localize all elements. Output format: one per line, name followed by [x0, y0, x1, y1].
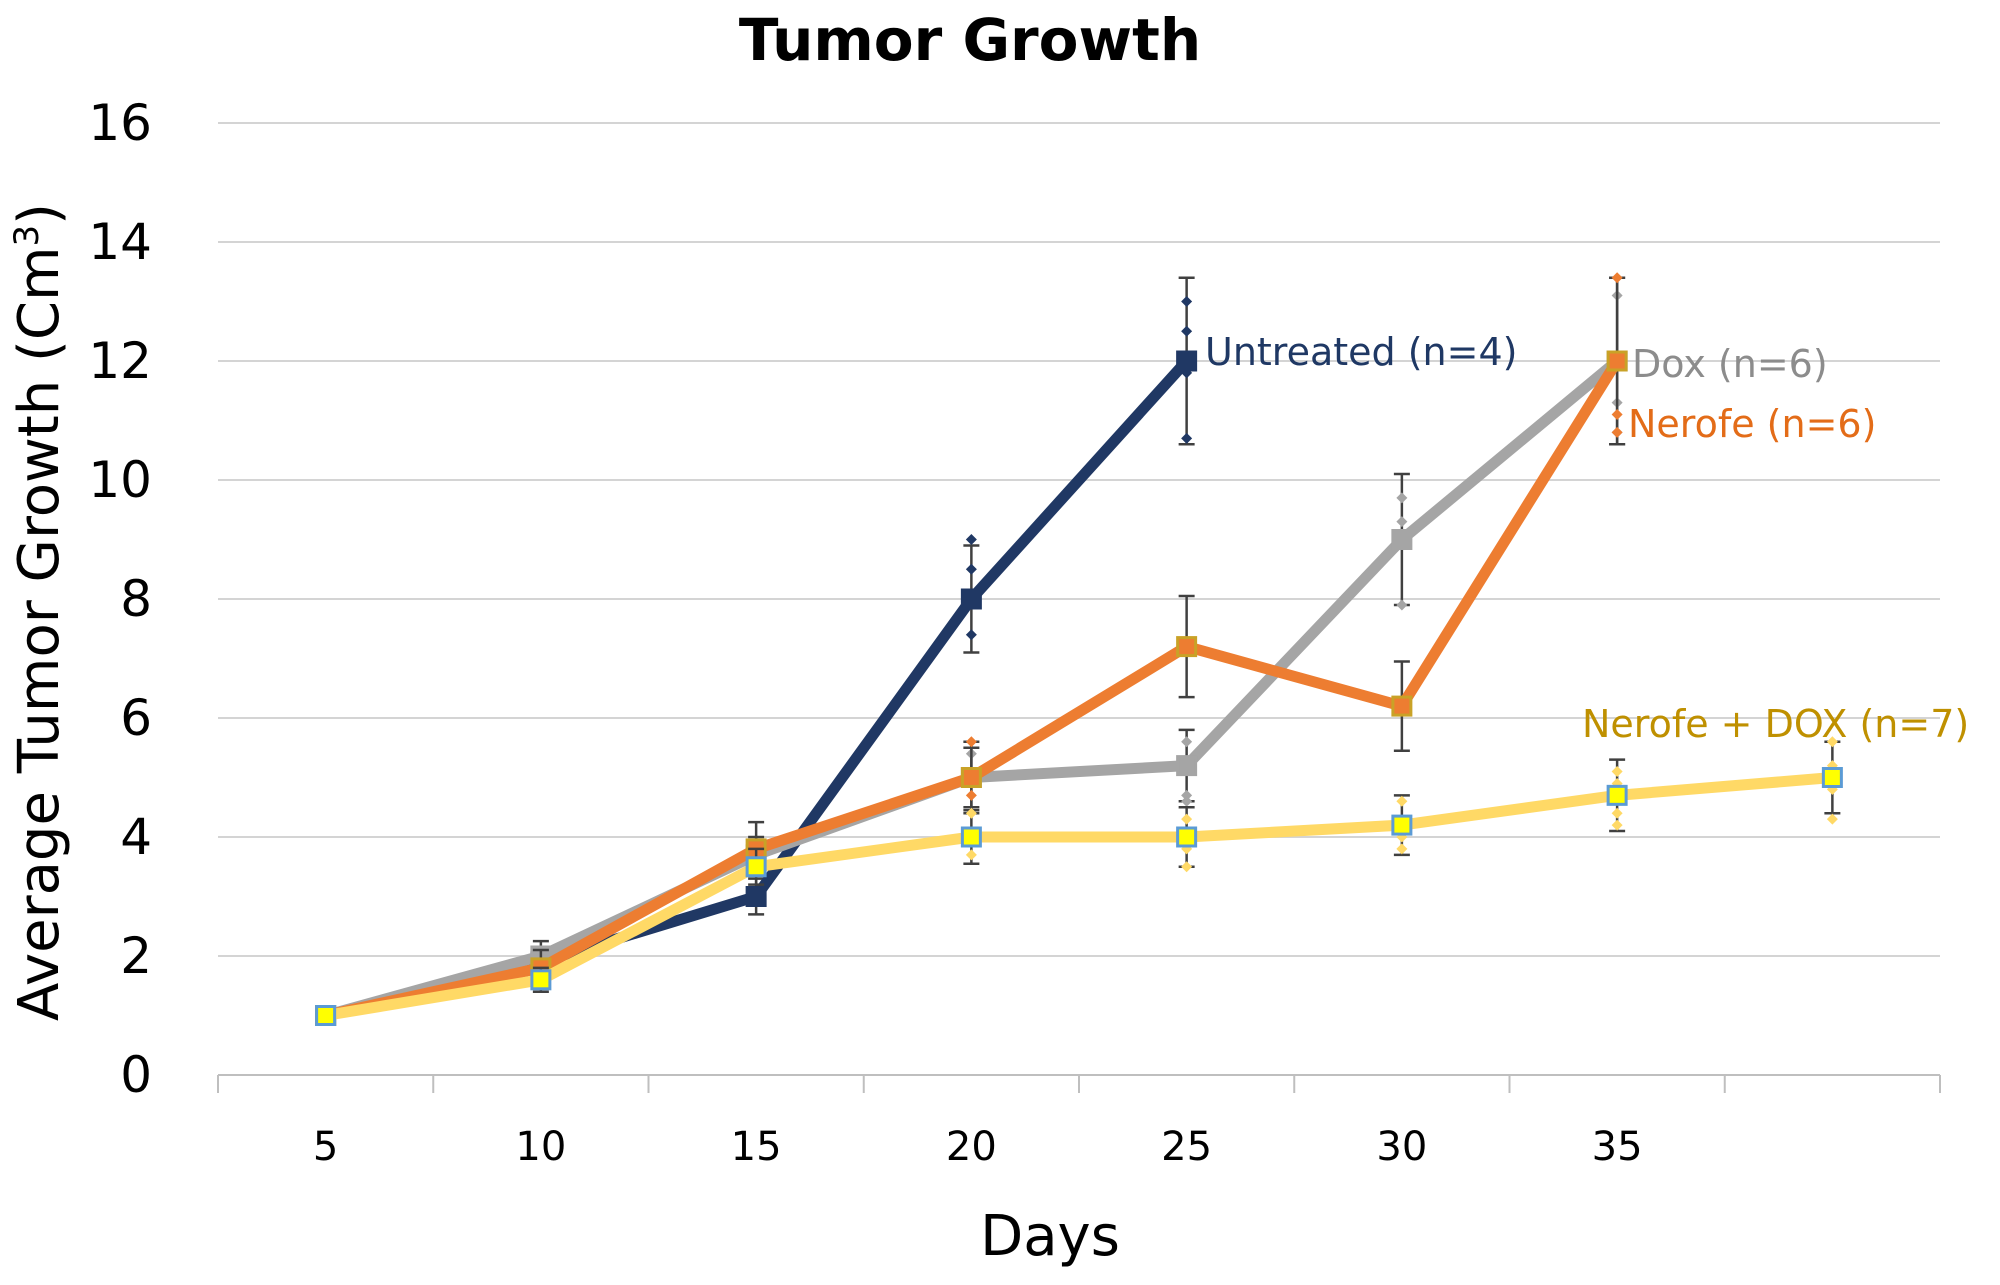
gridlines [218, 122, 1940, 957]
series-label: Nerofe + DOX (n=7) [1582, 702, 1969, 746]
data-point-marker [960, 826, 982, 848]
data-point-individual [1396, 599, 1408, 611]
data-point-individual [1181, 861, 1193, 873]
data-point-individual [1396, 516, 1408, 528]
series-line [320, 355, 1623, 1021]
data-point-individual [1396, 492, 1408, 504]
series-0 [315, 276, 1198, 1026]
x-axis-ticks: 5 10 15 20 25 30 35 [313, 1124, 1643, 1170]
data-point-individual [1611, 819, 1623, 831]
data-point-individual [1611, 766, 1623, 778]
data-point-individual [965, 563, 977, 575]
data-point-marker [745, 856, 767, 878]
y-axis-ticks: 0 2 4 6 8 10 12 14 16 [88, 94, 152, 1104]
data-point-individual [1181, 813, 1193, 825]
x-tick-label: 25 [1161, 1124, 1212, 1170]
series-labels: Untreated (n=4) Dox (n=6) Nerofe (n=6) Nero… [1205, 330, 1969, 746]
data-point-marker [1176, 350, 1198, 372]
y-tick-label: 16 [88, 94, 152, 152]
data-point-marker [1391, 695, 1413, 717]
data-point-marker [1606, 784, 1628, 806]
data-point-marker [530, 969, 552, 991]
data-point-individual [1181, 789, 1193, 801]
data-point-marker [1176, 755, 1198, 777]
y-tick-label: 8 [120, 570, 152, 628]
x-tick-label: 20 [946, 1124, 997, 1170]
x-tick-label: 30 [1376, 1124, 1427, 1170]
data-point-marker [1176, 636, 1198, 658]
data-point-individual [965, 629, 977, 641]
data-point-individual [965, 534, 977, 545]
y-tick-label: 4 [120, 808, 152, 866]
data-point-marker [745, 886, 767, 907]
data-point-individual [1181, 296, 1193, 307]
series-label: Untreated (n=4) [1205, 330, 1517, 374]
data-point-marker [960, 588, 982, 610]
x-tick-label: 35 [1592, 1124, 1643, 1170]
data-point-individual [1611, 409, 1623, 421]
y-axis-label: Average Tumor Growth (Cm3) [7, 203, 72, 1021]
data-point-individual [965, 789, 977, 801]
data-point-marker [960, 767, 982, 788]
data-point-individual [1181, 736, 1193, 748]
data-point-individual [965, 849, 977, 861]
y-tick-label: 14 [88, 213, 152, 271]
y-tick-label: 2 [120, 927, 152, 985]
y-tick-label: 12 [88, 332, 152, 390]
data-point-individual [965, 807, 977, 819]
data-point-marker [1176, 826, 1198, 848]
data-point-individual [1611, 426, 1623, 438]
y-axis-label-close: ) [7, 203, 72, 225]
series-label: Dox (n=6) [1632, 342, 1828, 386]
series-label: Nerofe (n=6) [1628, 402, 1876, 446]
data-point-individual [1396, 843, 1408, 855]
data-point-marker [1606, 350, 1628, 372]
data-point-individual [1181, 325, 1193, 337]
data-point-marker [315, 1005, 337, 1026]
y-axis-label-sup: 3 [7, 225, 47, 247]
series-3 [315, 736, 1843, 1026]
series-line [320, 772, 1838, 1021]
data-point-marker [1391, 529, 1413, 550]
data-point-individual [1826, 736, 1838, 748]
x-axis [217, 1074, 1941, 1093]
data-point-individual [1611, 807, 1623, 819]
y-tick-label: 0 [120, 1046, 152, 1104]
y-axis-label-main: Average Tumor Growth (Cm [7, 246, 72, 1021]
data-point-individual [1826, 813, 1838, 825]
x-tick-label: 5 [313, 1124, 338, 1170]
x-tick-label: 15 [731, 1124, 782, 1170]
y-tick-label: 6 [120, 689, 152, 747]
x-axis-label: Days [980, 1204, 1120, 1269]
y-tick-label: 10 [88, 451, 152, 509]
series-group [315, 272, 1843, 1026]
data-point-individual [965, 736, 977, 748]
data-point-individual [1181, 795, 1193, 807]
data-point-individual [1611, 272, 1623, 284]
data-point-individual [1181, 432, 1193, 444]
data-point-individual [1396, 795, 1408, 807]
series-line [320, 355, 1193, 1021]
x-tick-label: 10 [515, 1124, 566, 1170]
data-point-marker [1821, 767, 1843, 788]
data-point-marker [1391, 814, 1413, 836]
series-line [320, 355, 1623, 1021]
chart-title: Tumor Growth [739, 6, 1201, 74]
